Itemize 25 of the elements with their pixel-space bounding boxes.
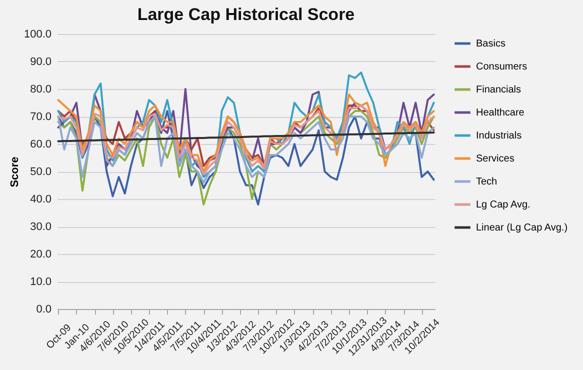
y-tick-label: 0.0 — [36, 304, 52, 316]
y-tick-label: 70.0 — [30, 111, 52, 123]
y-tick-label: 30.0 — [30, 221, 52, 233]
y-tick-label: 20.0 — [30, 248, 52, 260]
y-tick-label: 10.0 — [30, 276, 52, 288]
line-series — [57, 131, 435, 142]
line-series — [57, 116, 435, 184]
legend-label: Linear (Lg Cap Avg.) — [476, 222, 568, 234]
legend-label: Financials — [476, 84, 522, 96]
line-series — [57, 110, 435, 206]
legend-label: Basics — [476, 38, 506, 50]
legend-label: Tech — [476, 176, 498, 188]
chart-title: Large Cap Historical Score — [137, 5, 355, 24]
legend-label: Industrials — [476, 130, 522, 142]
y-tick-label: 50.0 — [30, 166, 52, 178]
legend-label: Services — [476, 154, 514, 164]
legend-label: Lg Cap Avg. — [476, 200, 530, 210]
y-tick-label: 60.0 — [30, 138, 52, 150]
y-tick-label: 100.0 — [24, 28, 52, 40]
y-tick-label: 90.0 — [30, 56, 52, 68]
y-axis-title: Score — [8, 156, 21, 188]
legend-label: Consumers — [476, 62, 528, 72]
y-tick-label: 80.0 — [30, 84, 52, 96]
y-tick-label: 40.0 — [30, 194, 52, 206]
legend-label: Healthcare — [476, 108, 525, 118]
